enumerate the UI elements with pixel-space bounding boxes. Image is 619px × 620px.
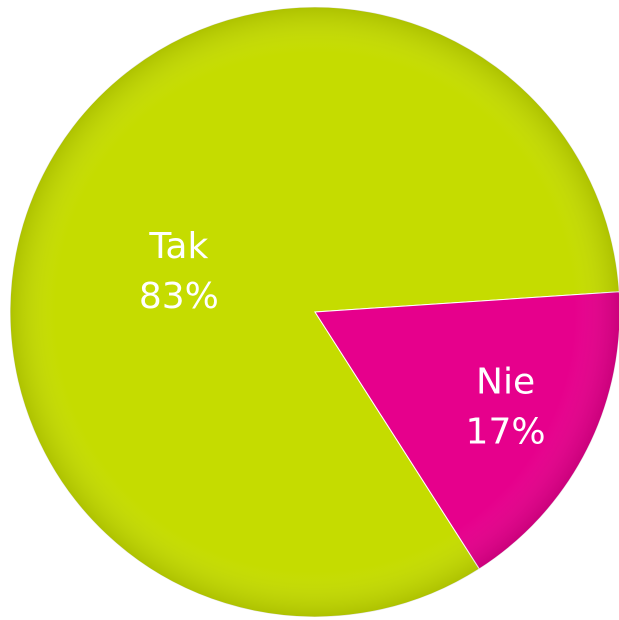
slice-label: Tak — [148, 226, 208, 267]
slice-label: Nie — [476, 361, 535, 402]
slice-value-label: 17% — [466, 411, 546, 452]
slice-value-label: 83% — [139, 276, 219, 317]
